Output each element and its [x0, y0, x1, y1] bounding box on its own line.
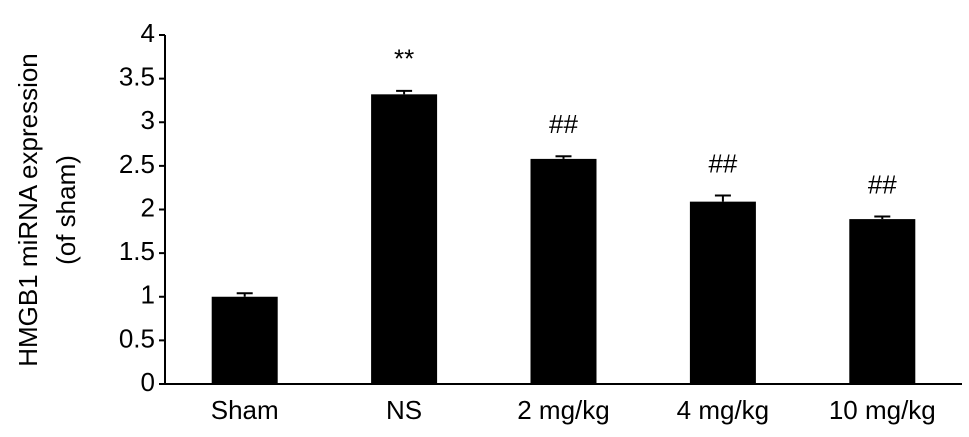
significance-label: ** — [394, 44, 414, 74]
y-tick-label: 1 — [141, 280, 155, 310]
y-tick-label: 3 — [141, 105, 155, 135]
bar — [211, 296, 278, 384]
bar — [689, 201, 756, 384]
y-axis-label: HMGB1 miRNA expression — [13, 53, 43, 367]
bar — [371, 94, 438, 384]
y-tick-label: 0 — [141, 367, 155, 397]
y-axis-label: (of sham) — [51, 155, 81, 265]
y-tick-label: 2.5 — [119, 149, 155, 179]
x-tick-label: 10 mg/kg — [829, 395, 936, 425]
bar — [849, 219, 916, 384]
bar — [530, 158, 597, 384]
y-tick-label: 2 — [141, 192, 155, 222]
y-tick-label: 4 — [141, 18, 155, 48]
x-tick-label: NS — [386, 395, 422, 425]
significance-label: ## — [708, 148, 737, 178]
x-tick-label: Sham — [211, 395, 279, 425]
y-tick-label: 1.5 — [119, 236, 155, 266]
x-tick-label: 4 mg/kg — [677, 395, 770, 425]
significance-label: ## — [868, 169, 897, 199]
y-tick-label: 3.5 — [119, 62, 155, 92]
x-tick-label: 2 mg/kg — [517, 395, 610, 425]
y-tick-label: 0.5 — [119, 323, 155, 353]
significance-label: ## — [549, 109, 578, 139]
